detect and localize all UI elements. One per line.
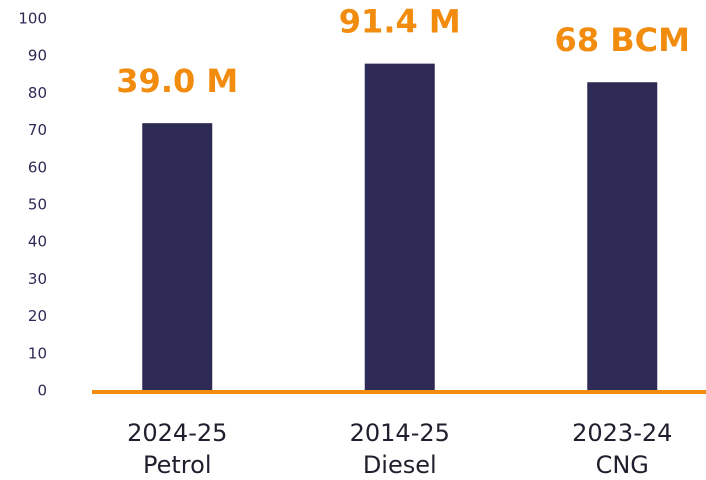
y-tick-label: 10 (28, 344, 47, 362)
y-tick-label: 80 (28, 84, 47, 102)
y-tick-label: 30 (28, 270, 47, 288)
annotation: 39.0 M (116, 62, 238, 100)
y-tick-label: 60 (28, 158, 47, 176)
y-tick-label: 70 (28, 121, 47, 139)
y-tick-label: 0 (37, 382, 47, 400)
y-tick-label: 40 (28, 233, 47, 251)
bar (142, 123, 213, 391)
annotation: 91.4 M (339, 3, 461, 41)
bar (364, 63, 435, 391)
x-tick-label: Diesel (363, 451, 437, 476)
y-tick-label: 20 (28, 307, 47, 325)
y-tick-label: 100 (18, 10, 47, 28)
x-tick-label: 2023-24 (572, 419, 672, 447)
x-tick-label: Petrol (143, 451, 211, 476)
y-tick-label: 50 (28, 196, 47, 214)
x-tick-label: CNG (596, 451, 649, 476)
bar (587, 82, 658, 392)
annotation: 68 BCM (555, 21, 690, 59)
x-tick-label: 2024-25 (127, 419, 227, 447)
y-tick-label: 90 (28, 47, 47, 65)
x-tick-label: 2014-25 (350, 419, 450, 447)
